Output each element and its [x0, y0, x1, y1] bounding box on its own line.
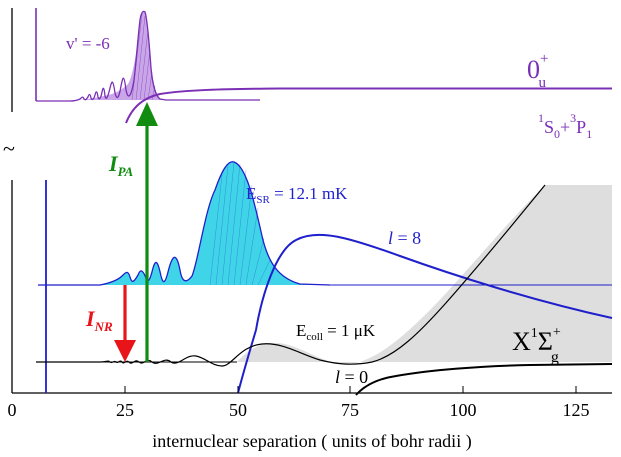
esr-fill-hatch [209, 161, 271, 286]
axis-break-tilde: ~ [3, 136, 15, 161]
asymptote-label: 1S0+3P1 [538, 111, 592, 141]
inr-label: INR [85, 306, 113, 334]
vprime-label: v' = -6 [66, 34, 110, 53]
ground-state-gray-region [237, 185, 612, 365]
tick-label-25: 25 [116, 400, 134, 420]
tick-label-75: 75 [341, 400, 359, 420]
repulsive-wall-blue [237, 329, 257, 394]
state-0u-label: 0+ u [527, 51, 548, 91]
x-axis-title: internuclear separation ( units of bohr … [152, 431, 471, 452]
x-state-label: X1Σ+ g [512, 325, 561, 366]
l0-potential-curve [355, 363, 613, 396]
l0-label: l = 0 [335, 367, 368, 387]
tick-label-50: 50 [229, 400, 247, 420]
upper-peak-hatch [131, 13, 156, 101]
upper-potential-curve [125, 87, 612, 124]
ipa-label: IPA [108, 151, 134, 179]
ecoll-label: Ecoll = 1 μK [296, 321, 376, 343]
state-0u-main: 0 [527, 55, 540, 84]
x-axis-tick-labels: 0 25 50 75 100 125 [8, 400, 590, 420]
l8-potential-curve [255, 233, 613, 331]
tick-label-0: 0 [8, 400, 17, 420]
state-0u-sup: + [540, 51, 548, 67]
tick-label-100: 100 [450, 400, 477, 420]
state-0u-sub: u [538, 75, 546, 91]
upper-panel: v' = -6 0+ u 1S0+3P1 [11, 8, 612, 141]
esr-label: ESR = 12.1 mK [246, 184, 348, 206]
lower-panel: ESR = 12.1 mK l = 8 Ecoll = 1 μK l = 0 X… [11, 161, 613, 396]
x-axis-ticks [11, 386, 577, 393]
esr-wavefunction [38, 161, 331, 286]
esr-wavefunction-fill [38, 161, 330, 285]
upper-wavefunction [36, 10, 260, 102]
tick-label-125: 125 [563, 400, 590, 420]
photoassociation-arrow [136, 102, 158, 362]
l8-label: l = 8 [388, 228, 421, 248]
non-resonant-arrow [114, 285, 136, 362]
upper-wavefunction-fill [36, 11, 165, 100]
